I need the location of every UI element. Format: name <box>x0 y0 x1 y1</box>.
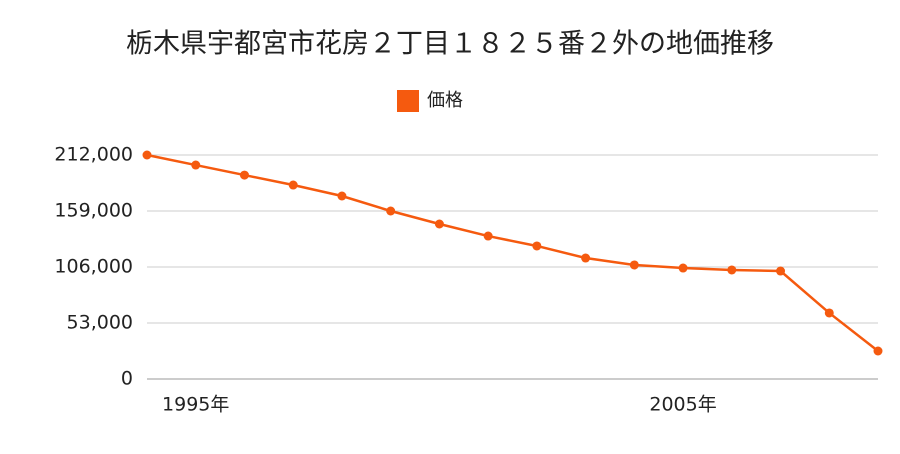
point <box>629 260 639 270</box>
point <box>288 180 298 190</box>
x-tick-label: 1995年 <box>162 394 229 416</box>
legend-label: 価格 <box>427 90 463 111</box>
y-tick-label: 0 <box>121 368 133 390</box>
point <box>824 308 834 318</box>
legend-swatch <box>397 90 419 112</box>
point <box>337 191 347 201</box>
point <box>532 241 542 251</box>
y-tick-label: 106,000 <box>54 256 133 278</box>
point <box>434 219 444 229</box>
point <box>581 253 591 263</box>
point <box>386 206 396 216</box>
point <box>776 266 786 276</box>
y-tick-label: 53,000 <box>67 312 133 334</box>
point <box>483 231 493 241</box>
point <box>239 170 249 180</box>
chart-title: 栃木県宇都宮市花房２丁目１８２５番２外の地価推移 <box>126 29 774 60</box>
point <box>678 263 688 273</box>
y-tick-label: 159,000 <box>54 200 133 222</box>
point <box>142 150 152 160</box>
y-tick-label: 212,000 <box>54 144 133 166</box>
x-tick-label: 2005年 <box>649 394 716 416</box>
point <box>873 346 883 356</box>
line <box>146 153 879 352</box>
point <box>191 160 201 170</box>
point <box>727 265 737 275</box>
